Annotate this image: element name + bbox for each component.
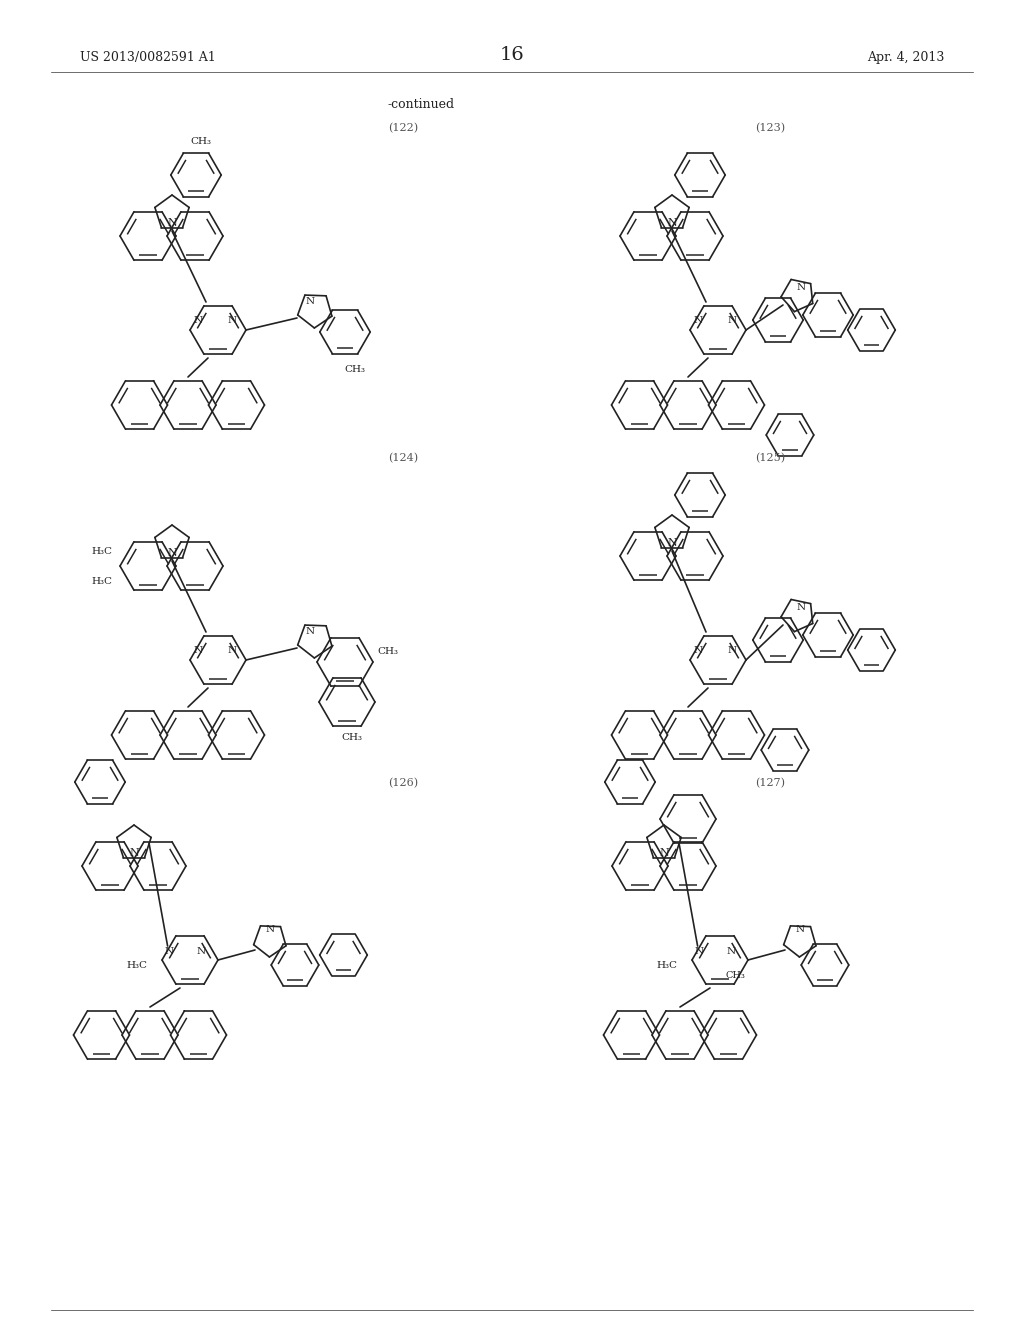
- Text: N: N: [194, 645, 203, 655]
- Text: 16: 16: [500, 46, 524, 63]
- Text: Apr. 4, 2013: Apr. 4, 2013: [866, 51, 944, 65]
- Text: N: N: [694, 315, 702, 325]
- Text: CH₃: CH₃: [341, 734, 362, 742]
- Text: H₃C: H₃C: [656, 961, 677, 969]
- Text: N: N: [797, 602, 806, 611]
- Text: CH₃: CH₃: [190, 137, 212, 147]
- Text: N: N: [797, 282, 806, 292]
- Text: N: N: [227, 645, 237, 655]
- Text: N: N: [165, 948, 173, 956]
- Text: H₃C: H₃C: [126, 961, 147, 969]
- Text: N: N: [265, 925, 274, 935]
- Text: (123): (123): [755, 123, 785, 133]
- Text: N: N: [796, 925, 805, 935]
- Text: US 2013/0082591 A1: US 2013/0082591 A1: [80, 51, 216, 65]
- Text: N: N: [305, 627, 314, 636]
- Text: H₃C: H₃C: [91, 546, 112, 556]
- Text: N: N: [197, 948, 206, 956]
- Text: N: N: [659, 847, 669, 858]
- Text: CH₃: CH₃: [378, 648, 398, 656]
- Text: N: N: [727, 315, 736, 325]
- Text: N: N: [694, 948, 703, 956]
- Text: N: N: [694, 645, 702, 655]
- Text: CH₃: CH₃: [725, 970, 744, 979]
- Text: N: N: [667, 218, 677, 228]
- Text: N: N: [129, 847, 139, 858]
- Text: H₃C: H₃C: [91, 577, 112, 586]
- Text: N: N: [727, 645, 736, 655]
- Text: N: N: [167, 218, 177, 228]
- Text: N: N: [194, 315, 203, 325]
- Text: N: N: [727, 948, 736, 956]
- Text: N: N: [167, 548, 177, 558]
- Text: (122): (122): [388, 123, 418, 133]
- Text: (125): (125): [755, 453, 785, 463]
- Text: N: N: [305, 297, 314, 306]
- Text: -continued: -continued: [388, 99, 455, 111]
- Text: N: N: [227, 315, 237, 325]
- Text: CH₃: CH₃: [344, 366, 366, 375]
- Text: N: N: [667, 539, 677, 548]
- Text: (127): (127): [755, 777, 785, 788]
- Text: (124): (124): [388, 453, 418, 463]
- Text: (126): (126): [388, 777, 418, 788]
